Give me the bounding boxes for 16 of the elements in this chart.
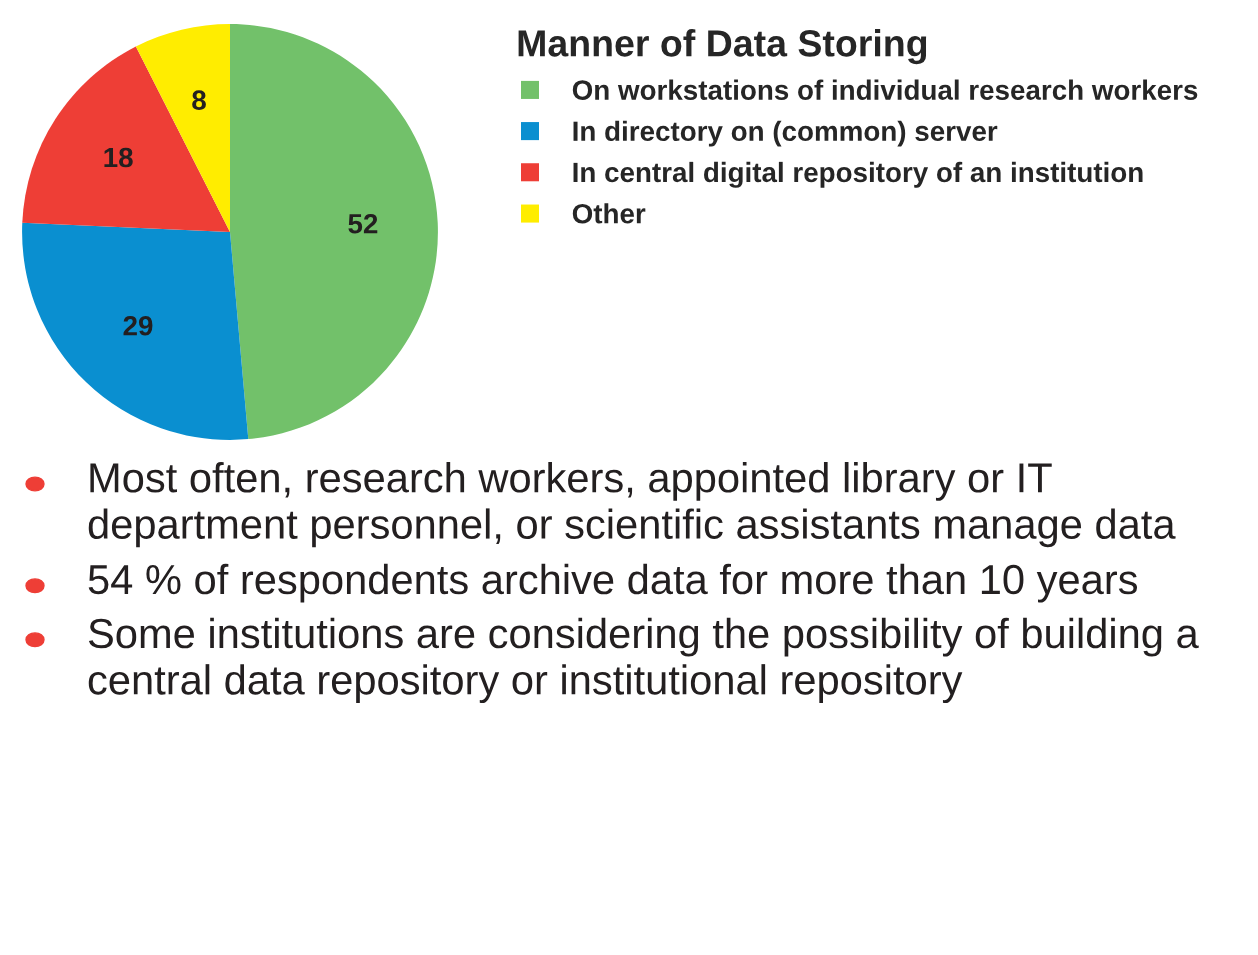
data-label: 8: [192, 90, 206, 111]
data-label: 29: [123, 315, 153, 336]
legend-label: In central digital repository of an institution: [573, 161, 1143, 188]
text: Some institutions are considering the possibility of building a central data repository or institutional repository: [88, 617, 1199, 703]
legend-label: Other: [572, 203, 646, 224]
data-label: 52: [348, 213, 378, 234]
legend-label: On workstations of individual research workers: [572, 79, 1198, 100]
pie-slice: [230, 24, 438, 440]
legend-title: Manner of Data Storing: [518, 29, 927, 65]
pie-slice: [22, 222, 249, 440]
text: 54 % of respondents archive data for more than 10 years: [88, 563, 1138, 603]
data-label: 18: [104, 147, 133, 168]
legend-label: In directory on (common) server: [573, 120, 998, 147]
pie-slice: [22, 46, 230, 232]
pie-slice: [135, 24, 230, 232]
text: Most often, research workers, appointed library or IT department personnel, or scientific assistants manage data: [88, 462, 1176, 548]
